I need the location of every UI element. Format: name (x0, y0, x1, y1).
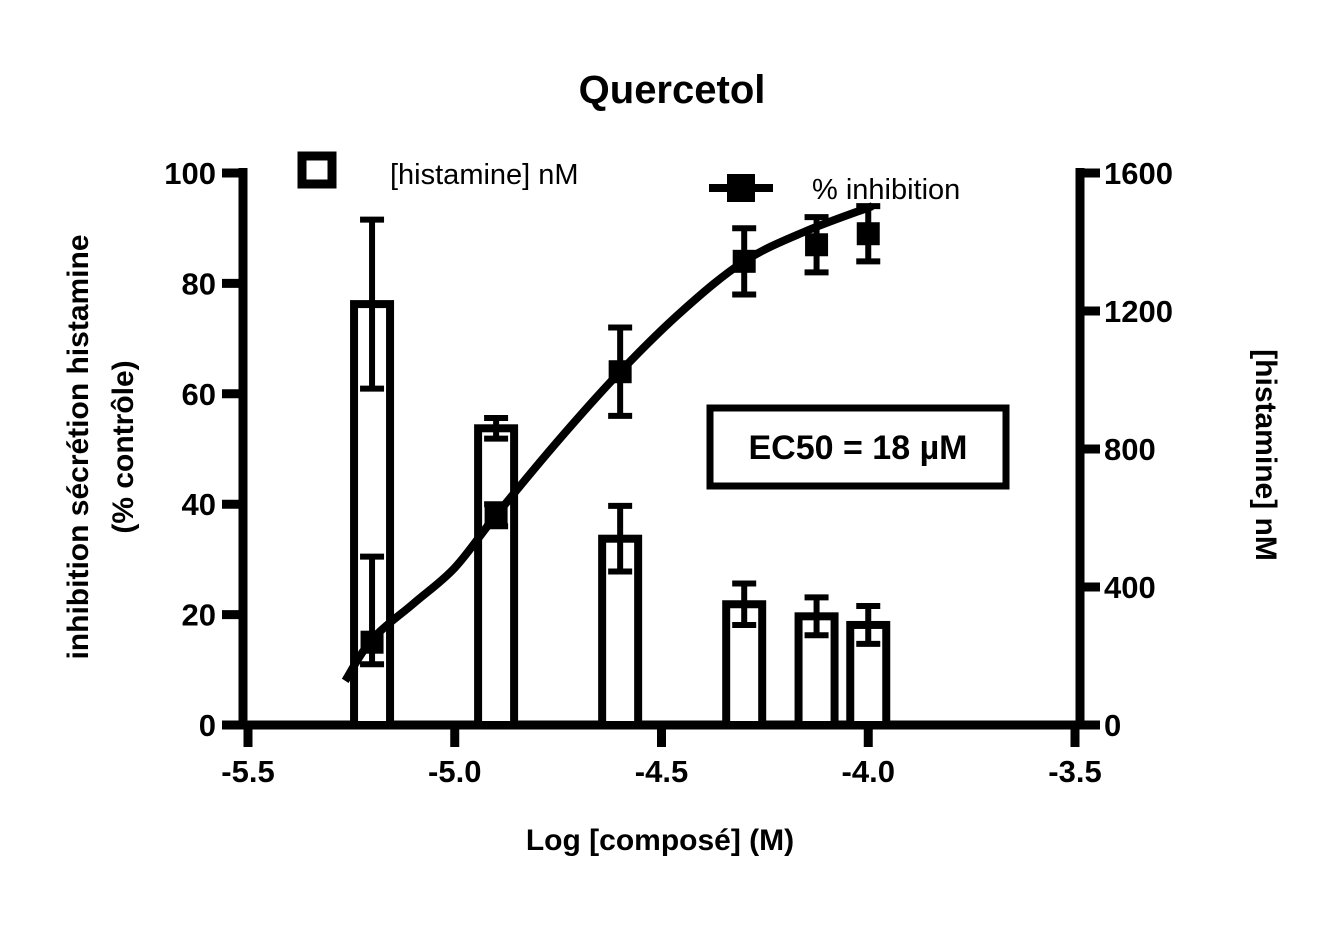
left-y-tick-label: 20 (182, 598, 216, 633)
legend-label-inhibition: % inhibition (812, 174, 960, 206)
right-y-tick-label: 0 (1104, 708, 1121, 743)
inhibition-point (732, 249, 756, 273)
inhibition-point (360, 630, 384, 654)
x-tick-label: -5.5 (221, 754, 274, 789)
left-y-tick-label: 0 (199, 708, 216, 743)
left-y-axis-label-line1: inhibition sécrétion histamine (62, 234, 95, 659)
histamine-bars (350, 216, 891, 730)
right-y-tick-label: 800 (1104, 432, 1156, 467)
x-tick-label: -4.0 (842, 754, 895, 789)
left-y-tick-label: 40 (182, 487, 216, 522)
right-y-tick-label: 1200 (1104, 294, 1173, 329)
tick-labels: 0 20 40 60 80 100 0 400 800 1200 1600 -5.5 -5.0 -4.5 -… (164, 156, 1173, 789)
left-y-axis-label-line2: (% contrôle) (107, 360, 140, 533)
left-y-tick-label: 60 (182, 377, 216, 412)
histamine-bar (474, 424, 519, 729)
inhibition-legend-marker-icon (727, 174, 755, 202)
inhibition-point (805, 233, 829, 257)
right-y-tick-label: 1600 (1104, 156, 1173, 191)
fit-curve-group (341, 202, 874, 683)
ec50-text: EC50 = 18 µM (749, 429, 968, 467)
x-axis-label: Log [composé] (M) (526, 824, 794, 857)
fit-curve (341, 202, 874, 683)
x-tick-label: -4.5 (635, 754, 688, 789)
ec50-annotation: EC50 = 18 µM (706, 404, 1010, 490)
right-y-tick-label: 400 (1104, 570, 1156, 605)
legend: [histamine] nM % inhibition (297, 151, 960, 206)
inhibition-point (484, 503, 508, 527)
x-tick-label: -5.0 (428, 754, 481, 789)
chart-title: Quercetol (579, 68, 766, 112)
legend-label-histamine: [histamine] nM (390, 159, 579, 191)
x-tick-label: -3.5 (1048, 754, 1101, 789)
left-y-tick-label: 100 (164, 156, 216, 191)
ec50-box (706, 404, 1010, 490)
inhibition-point (856, 222, 880, 246)
histamine-legend-swatch-icon (297, 151, 337, 189)
left-y-tick-label: 80 (182, 266, 216, 301)
inhibition-point (608, 360, 632, 384)
right-y-axis-label: [histamine] nM (1249, 349, 1282, 561)
inhibition-points (360, 203, 881, 668)
